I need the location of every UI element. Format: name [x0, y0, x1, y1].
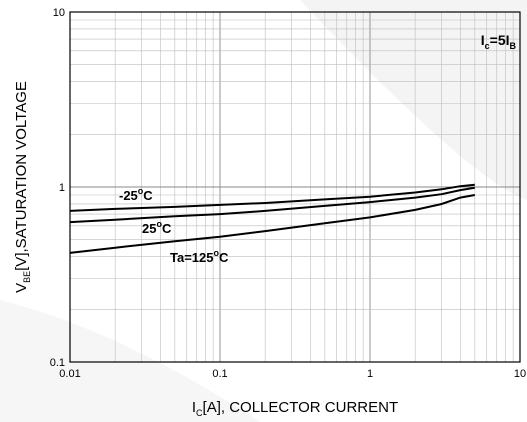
- y-tick-label: 10: [53, 7, 65, 19]
- y-tick-label: 1: [59, 182, 65, 194]
- series-label: Ta=125oC: [170, 248, 229, 265]
- series-line: [69, 186, 475, 224]
- series-labels: -25oC 25oC Ta=125oC: [119, 186, 229, 265]
- series-line: [69, 194, 475, 254]
- x-tick-label: 1: [367, 368, 373, 380]
- series-line: [69, 183, 475, 212]
- condition-label: Ic=5IB: [481, 32, 517, 51]
- x-axis-label: IC[A], COLLECTOR CURRENT: [192, 399, 398, 418]
- series-lines: [69, 183, 475, 254]
- x-tick-label: 0.1: [212, 368, 227, 380]
- y-tick-label: 0.1: [50, 357, 65, 369]
- series-label: -25oC: [119, 186, 153, 203]
- plot-frame: [69, 11, 521, 363]
- x-tick-label: 0.01: [59, 368, 80, 380]
- y-axis-label: VBE[V],SATURATION VOLTAGE: [13, 81, 32, 293]
- series-label: 25oC: [142, 219, 172, 236]
- x-tick-label: 10: [514, 368, 526, 380]
